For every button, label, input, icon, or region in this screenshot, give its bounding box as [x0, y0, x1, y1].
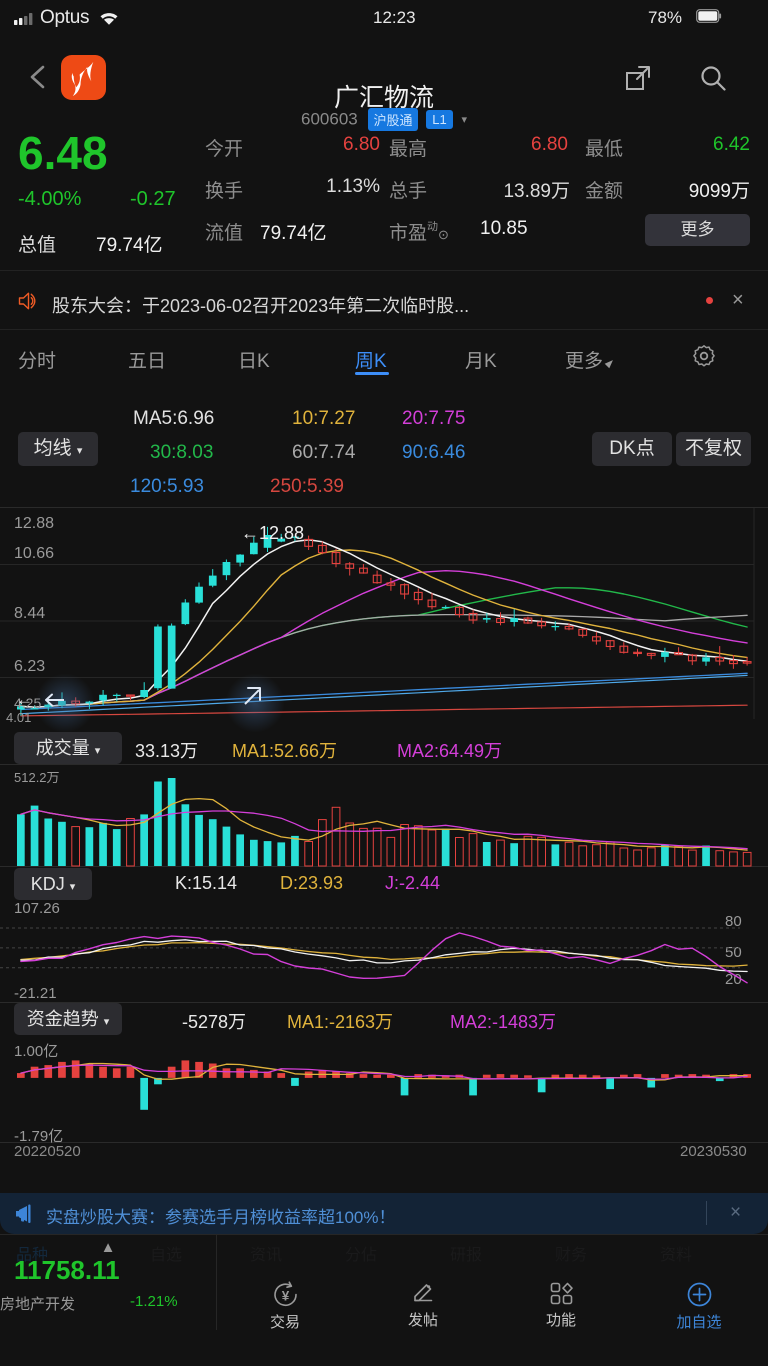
svg-text:¥: ¥ — [281, 1288, 289, 1303]
